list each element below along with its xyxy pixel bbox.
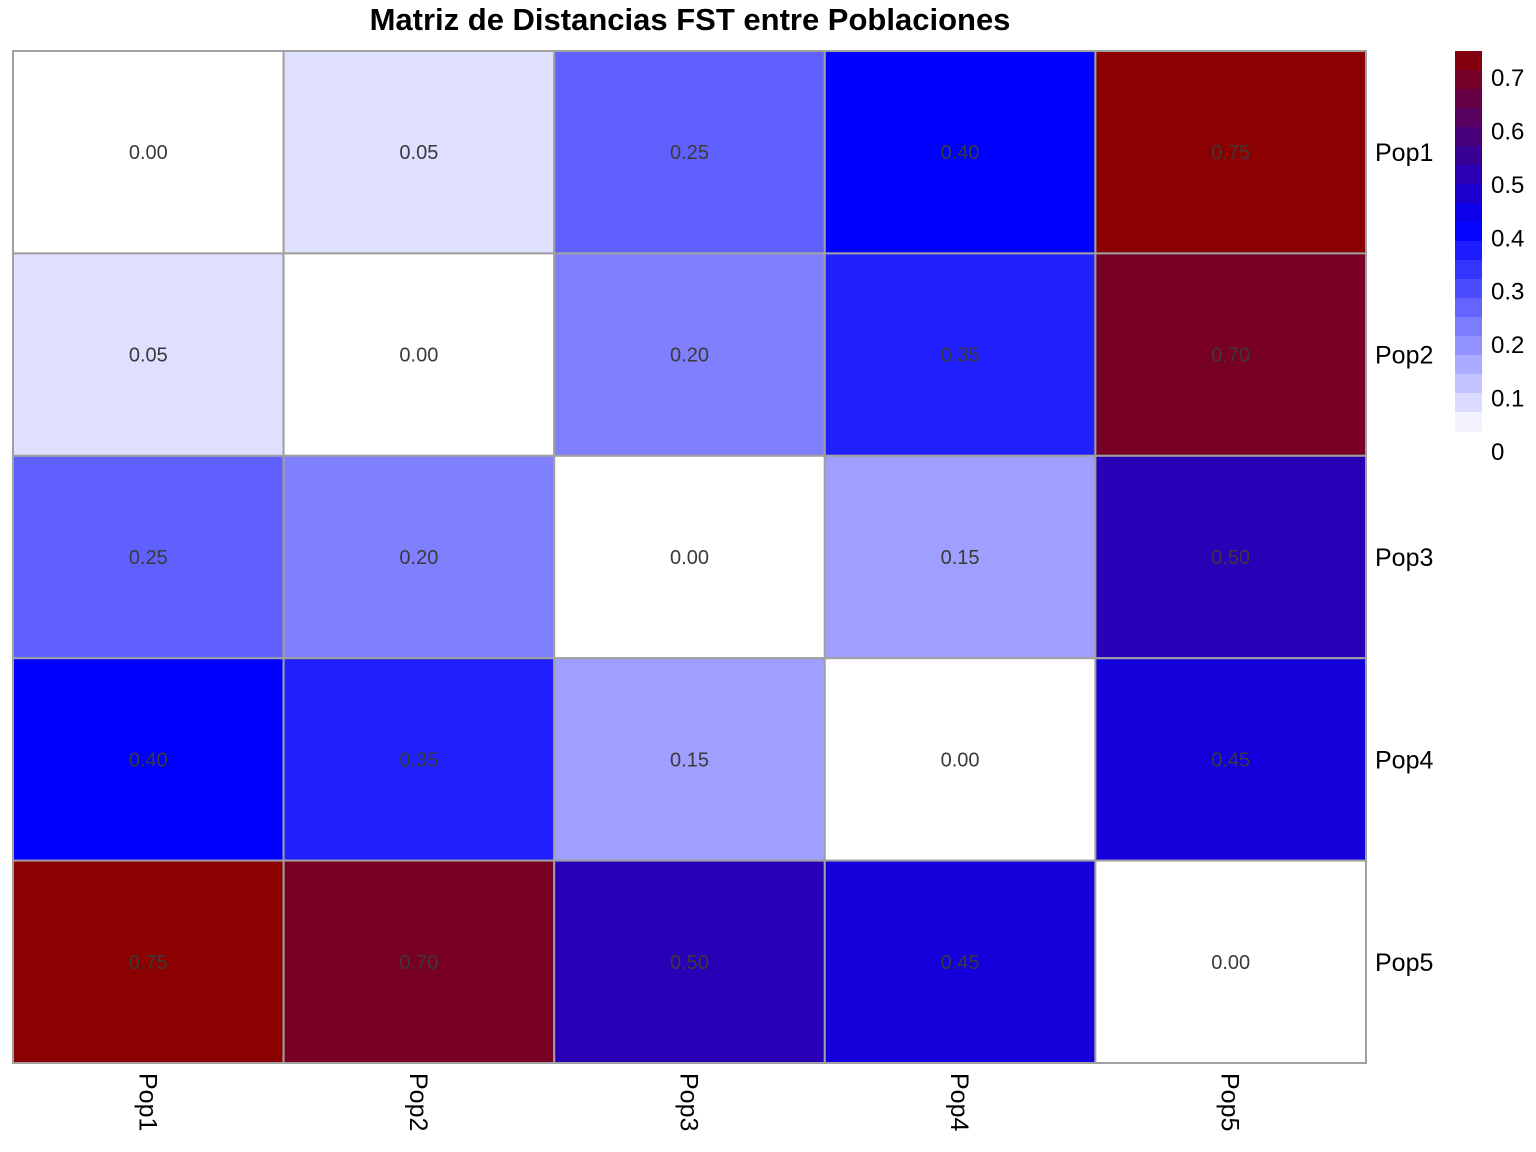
row-labels: Pop1 Pop2 Pop3 Pop4 Pop5 — [1375, 139, 1433, 977]
row-label: Pop5 — [1375, 949, 1433, 977]
cell-value-label: 0.00 — [129, 142, 168, 164]
heatmap-cell — [553, 859, 826, 1064]
legend-color-step — [1455, 146, 1482, 166]
column-label: Pop4 — [945, 1073, 973, 1131]
cell-value-label: 0.00 — [1211, 952, 1250, 974]
legend-color-step — [1455, 203, 1482, 223]
heatmap-cell — [1094, 454, 1368, 660]
cell-value-label: 0.25 — [670, 142, 709, 164]
cell-value-label: 0.70 — [399, 952, 438, 974]
heatmap-cell — [282, 657, 556, 862]
column-label: Pop2 — [404, 1073, 432, 1131]
legend-color-step — [1455, 89, 1482, 109]
row-label: Pop4 — [1375, 746, 1433, 774]
cell-value-label: 0.15 — [941, 547, 980, 569]
heatmap-cell — [1094, 859, 1368, 1064]
heatmap-cell — [12, 859, 285, 1064]
heatmap-cell — [282, 50, 556, 255]
heatmap-cell — [1094, 50, 1368, 255]
cell-value-label: 0.40 — [129, 749, 168, 771]
row-label: Pop3 — [1375, 544, 1433, 572]
column-labels: Pop1 Pop2 Pop3 Pop4 Pop5 — [133, 1073, 1243, 1131]
legend-color-step — [1455, 317, 1482, 337]
chart-title: Matriz de Distancias FST entre Poblacion… — [370, 2, 1011, 37]
legend-tick-label: 0.7 — [1491, 65, 1524, 92]
cell-value-label: 0.50 — [1211, 547, 1250, 569]
cell-value-label: 0.35 — [941, 345, 980, 367]
legend-color-step — [1455, 127, 1482, 147]
heatmap-cell — [553, 454, 826, 660]
legend-color-step — [1455, 298, 1482, 318]
cell-value-label: 0.45 — [941, 952, 980, 974]
heatmap-cell — [823, 454, 1097, 660]
color-legend: 0 0.1 0.2 0.3 0.4 0.5 0.6 0.7 — [1455, 51, 1524, 466]
legend-color-step — [1455, 108, 1482, 128]
legend-tick-label: 0.1 — [1491, 386, 1524, 413]
cell-value-label: 0.00 — [670, 547, 709, 569]
heatmap-cell — [1094, 252, 1368, 457]
heatmap-cell — [823, 657, 1097, 862]
legend-tick-label: 0.6 — [1491, 118, 1524, 145]
heatmap-cell — [1094, 657, 1368, 862]
legend-color-step — [1455, 241, 1482, 261]
cell-value-label: 0.05 — [129, 345, 168, 367]
legend-color-step — [1455, 165, 1482, 185]
legend-tick-label: 0.2 — [1491, 332, 1524, 359]
cell-value-label: 0.00 — [941, 749, 980, 771]
heatmap-cell — [12, 50, 285, 255]
heatmap-cell — [553, 657, 826, 862]
column-label: Pop5 — [1216, 1073, 1244, 1131]
legend-color-step — [1455, 222, 1482, 242]
cell-value-label: 0.00 — [399, 345, 438, 367]
legend-color-step — [1455, 70, 1482, 90]
legend-color-step — [1455, 393, 1482, 413]
cell-value-label: 0.25 — [129, 547, 168, 569]
legend-color-step — [1455, 51, 1482, 71]
legend-color-step — [1455, 279, 1482, 299]
heatmap-cell — [553, 252, 826, 457]
cell-value-label: 0.50 — [670, 952, 709, 974]
heatmap-cell — [282, 454, 556, 660]
legend-color-step — [1455, 184, 1482, 204]
legend-color-step — [1455, 374, 1482, 394]
heatmap-cell — [823, 50, 1097, 255]
legend-tick-label: 0.4 — [1491, 225, 1524, 252]
legend-color-step — [1455, 260, 1482, 280]
column-label: Pop3 — [675, 1073, 703, 1131]
legend-color-step — [1455, 412, 1482, 432]
column-label: Pop1 — [133, 1073, 161, 1131]
cell-value-label: 0.20 — [399, 547, 438, 569]
cell-value-label: 0.70 — [1211, 345, 1250, 367]
legend-tick-label: 0 — [1491, 439, 1504, 466]
legend-color-step — [1455, 355, 1482, 375]
heatmap-cells: 0.00 0.05 0.25 0.40 0.75 0.05 0.00 0.20 0.35 0.70… — [12, 50, 1368, 1064]
legend-color-step — [1455, 336, 1482, 356]
cell-value-label: 0.05 — [399, 142, 438, 164]
cell-value-label: 0.15 — [670, 749, 709, 771]
cell-value-label: 0.20 — [670, 345, 709, 367]
cell-value-label: 0.75 — [129, 952, 168, 974]
heatmap-cell — [553, 50, 826, 255]
row-label: Pop1 — [1375, 139, 1433, 167]
row-label: Pop2 — [1375, 342, 1433, 370]
legend-tick-label: 0.5 — [1491, 172, 1524, 199]
legend-tick-label: 0.3 — [1491, 279, 1524, 306]
cell-value-label: 0.45 — [1211, 749, 1250, 771]
heatmap-cell — [12, 657, 285, 862]
cell-value-label: 0.75 — [1211, 142, 1250, 164]
heatmap-cell — [12, 252, 285, 457]
heatmap-cell — [282, 859, 556, 1064]
cell-value-label: 0.40 — [941, 142, 980, 164]
cell-value-label: 0.35 — [399, 749, 438, 771]
